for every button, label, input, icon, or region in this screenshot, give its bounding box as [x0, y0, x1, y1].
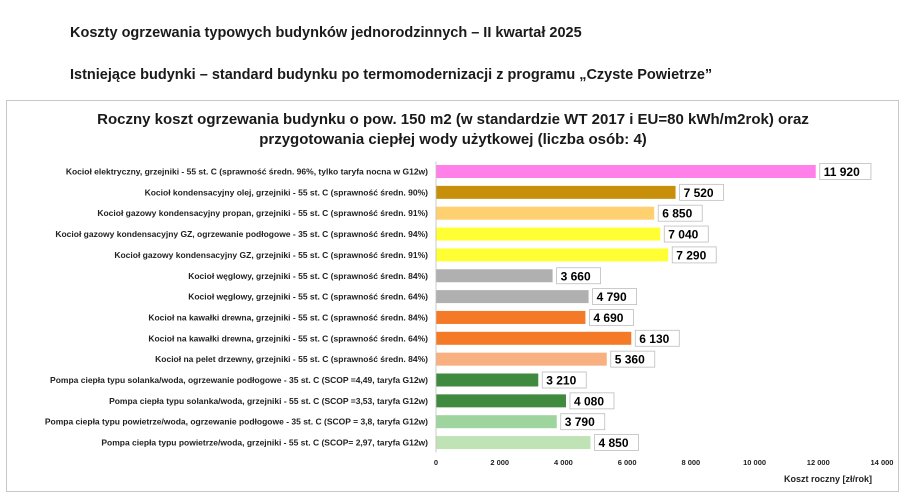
bar: [436, 185, 676, 199]
data-label: 11 920: [824, 165, 860, 179]
data-label-box: [671, 246, 717, 264]
x-tick-label: 0: [434, 458, 438, 467]
bar-row: Pompa ciepła typu solanka/woda, ogrzewan…: [50, 371, 587, 389]
data-label-box: [819, 163, 872, 180]
data-label: 4 080: [574, 394, 604, 408]
data-label: 3 210: [546, 374, 576, 388]
data-label: 6 850: [662, 207, 692, 221]
bar-row: Kocioł na pelet drzewny, grzejniki - 55 …: [155, 350, 656, 368]
bar-row: Pompa ciepła typu powietrze/woda, grzejn…: [101, 434, 639, 451]
data-label-box: [569, 392, 615, 410]
data-label-box: [594, 434, 639, 451]
category-label: Kocioł węglowy, grzejniki - 55 st. C (sp…: [188, 292, 428, 302]
bar: [436, 436, 591, 450]
category-label: Pompa ciepła typu powietrze/woda, ogrzew…: [45, 417, 428, 427]
category-label: Kocioł węglowy, grzejniki - 55 st. C (sp…: [188, 271, 428, 281]
category-label: Kocioł elektryczny, grzejniki - 55 st. C…: [66, 167, 428, 177]
bar: [436, 415, 557, 429]
data-label-box: [589, 309, 634, 326]
data-label: 5 360: [615, 353, 645, 367]
category-label: Kocioł na kawałki drewna, grzejniki - 55…: [148, 333, 428, 343]
bar-row: Kocioł gazowy kondensacyjny GZ, ogrzewan…: [55, 225, 709, 243]
bar: [436, 310, 586, 324]
data-label-box: [556, 267, 601, 285]
data-label: 4 690: [593, 311, 623, 325]
bar: [436, 290, 589, 304]
x-tick-label: 10 000: [743, 458, 766, 467]
data-label-box: [541, 371, 587, 389]
x-tick-label: 4 000: [554, 458, 573, 467]
category-label: Kocioł gazowy kondensacyjny GZ, grzejnik…: [114, 250, 428, 260]
bar-row: Kocioł węglowy, grzejniki - 55 st. C (sp…: [188, 288, 637, 306]
data-label-box: [663, 225, 709, 243]
category-label: Pompa ciepła typu powietrze/woda, grzejn…: [101, 438, 428, 448]
x-tick-label: 2 000: [490, 458, 509, 467]
bars-layer: Kocioł elektryczny, grzejniki - 55 st. C…: [45, 163, 872, 451]
bar: [436, 373, 539, 387]
category-label: Kocioł kondensacyjny olej, grzejniki - 5…: [145, 187, 429, 197]
bar-row: Pompa ciepła typu solanka/woda, grzejnik…: [109, 392, 615, 410]
category-label: Pompa ciepła typu solanka/woda, ogrzewan…: [50, 375, 428, 385]
bar-row: Kocioł na kawałki drewna, grzejniki - 55…: [148, 309, 634, 326]
bar: [436, 394, 566, 408]
bar-row: Kocioł gazowy kondensacyjny GZ, grzejnik…: [114, 246, 717, 264]
chart-title-line-1: Roczny koszt ogrzewania budynku o pow. 1…: [97, 111, 809, 128]
data-label-box: [679, 183, 724, 201]
bar-row: Pompa ciepła typu powietrze/woda, ogrzew…: [45, 413, 606, 431]
bar-row: Kocioł kondensacyjny olej, grzejniki - 5…: [145, 183, 724, 201]
x-tick-label: 14 000: [871, 458, 894, 467]
bar: [436, 352, 607, 366]
data-label-box: [634, 329, 680, 347]
category-label: Pompa ciepła typu solanka/woda, grzejnik…: [109, 396, 428, 406]
x-tick-label: 8 000: [681, 458, 700, 467]
bar-row: Kocioł gazowy kondensacyjny propan, grze…: [97, 204, 703, 222]
bar-row: Kocioł węglowy, grzejniki - 55 st. C (sp…: [188, 267, 601, 285]
page-subheading: Istniejące budynki – standard budynku po…: [70, 67, 713, 83]
bar-row: Kocioł elektryczny, grzejniki - 55 st. C…: [66, 163, 872, 180]
data-label-box: [592, 288, 637, 306]
data-label: 7 040: [668, 228, 698, 242]
data-label: 4 850: [599, 436, 629, 450]
data-label-box: [560, 413, 606, 431]
bar: [436, 269, 553, 283]
category-label: Kocioł gazowy kondensacyjny GZ, ogrzewan…: [55, 229, 428, 239]
bar: [436, 331, 632, 345]
bar: [436, 206, 655, 220]
bar: [436, 165, 816, 178]
x-tick-label: 6 000: [618, 458, 637, 467]
data-label: 6 130: [639, 332, 669, 346]
data-label-box: [610, 350, 656, 368]
page-heading: Koszty ogrzewania typowych budynków jedn…: [70, 25, 582, 41]
chart-title-line-2: przygotowania ciepłej wody użytkowej (li…: [259, 131, 647, 148]
x-axis-title: Koszt roczny [zł/rok]: [784, 474, 872, 484]
data-label: 7 290: [676, 248, 706, 262]
category-label: Kocioł gazowy kondensacyjny propan, grze…: [97, 208, 428, 218]
data-label: 3 660: [561, 269, 591, 283]
data-label-box: [657, 204, 703, 222]
category-label: Kocioł na pelet drzewny, grzejniki - 55 …: [155, 354, 428, 364]
data-label: 4 790: [597, 290, 627, 304]
x-axis: 0 2 000 4 000 6 000 8 000 10 000 12 000 14 000: [434, 161, 894, 467]
bar: [436, 248, 669, 262]
bar-row: Kocioł na kawałki drewna, grzejniki - 55…: [148, 329, 680, 347]
data-label: 7 520: [684, 186, 714, 200]
bar: [436, 227, 661, 241]
data-label: 3 790: [565, 415, 595, 429]
x-tick-label: 12 000: [807, 458, 830, 467]
category-label: Kocioł na kawałki drewna, grzejniki - 55…: [148, 312, 428, 322]
